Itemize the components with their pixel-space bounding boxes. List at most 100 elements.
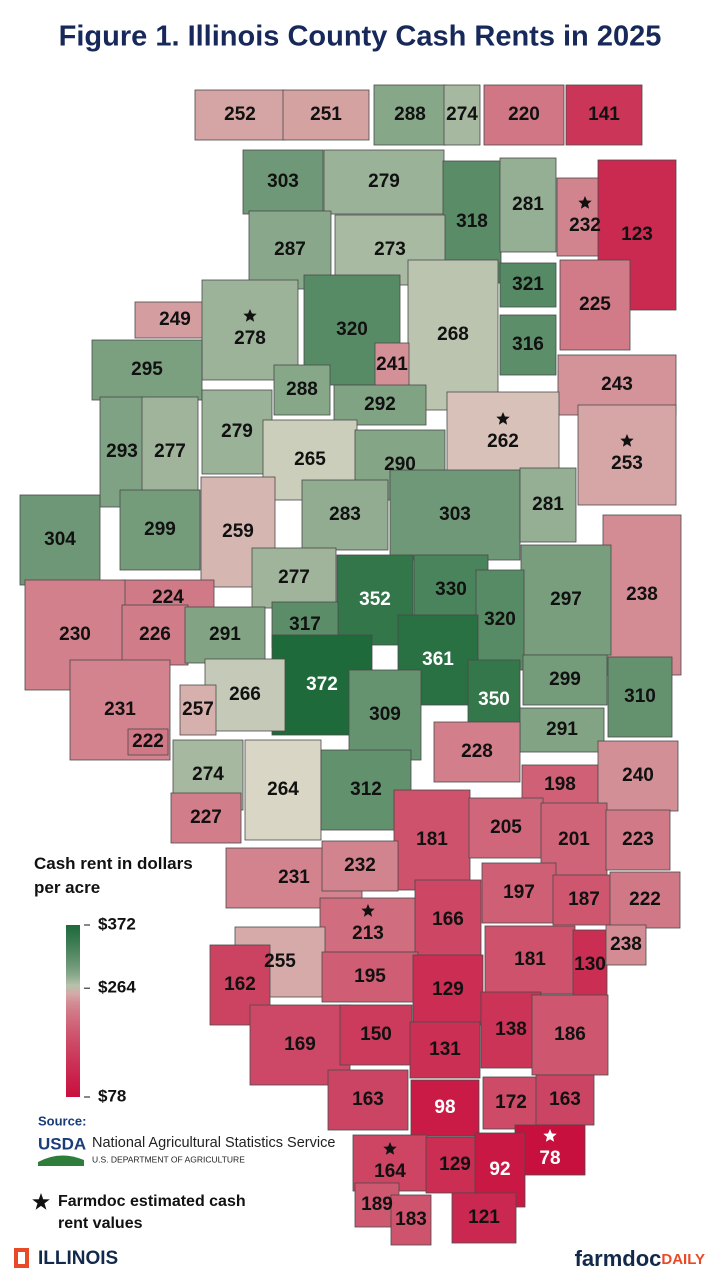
county-value: 257 — [182, 699, 214, 720]
counties — [19, 84, 682, 1246]
county-value: 281 — [532, 494, 564, 515]
county-value: 277 — [154, 441, 186, 462]
county-value: 278 — [234, 328, 266, 349]
county — [484, 925, 576, 995]
source-department: U.S. DEPARTMENT OF AGRICULTURE — [92, 1154, 245, 1164]
county — [522, 654, 608, 706]
county — [323, 149, 445, 215]
title: Figure 1. Illinois County Cash Rents in … — [59, 21, 662, 53]
county — [409, 1021, 481, 1079]
county-value: 291 — [209, 624, 241, 645]
county-value: 317 — [289, 614, 321, 635]
county-value: 253 — [611, 453, 643, 474]
county — [119, 489, 201, 571]
county — [481, 862, 557, 924]
estimate-star — [243, 309, 257, 322]
county — [602, 514, 682, 676]
county-value: 283 — [329, 504, 361, 525]
county-value: 129 — [432, 979, 464, 1000]
county-value: 78 — [539, 1148, 560, 1169]
county-value: 129 — [439, 1154, 471, 1175]
county-value: 223 — [622, 829, 654, 850]
county — [374, 342, 410, 388]
county-value: 265 — [294, 449, 326, 470]
county-value: 172 — [495, 1092, 527, 1113]
county — [99, 396, 145, 508]
county — [194, 89, 286, 141]
county-value: 195 — [354, 966, 386, 987]
county — [121, 604, 189, 666]
county-value: 290 — [384, 454, 416, 475]
county-value: 240 — [622, 765, 654, 786]
county-value: 121 — [468, 1207, 500, 1228]
county — [451, 1192, 517, 1244]
county-value: 187 — [568, 889, 600, 910]
footer-left: ILLINOIS — [38, 1248, 118, 1269]
county-value: 320 — [336, 319, 368, 340]
county-value: 98 — [434, 1097, 455, 1118]
county — [327, 1069, 409, 1131]
county-value: 162 — [224, 974, 256, 995]
county-value: 222 — [132, 731, 164, 752]
county-value: 228 — [461, 741, 493, 762]
county — [597, 740, 679, 812]
county — [559, 259, 631, 351]
county-value: 303 — [267, 171, 299, 192]
county-value: 318 — [456, 211, 488, 232]
county — [499, 157, 557, 253]
county-value: 310 — [624, 686, 656, 707]
county-value: 205 — [490, 817, 522, 838]
estimate-star — [496, 412, 510, 425]
county-value: 299 — [549, 669, 581, 690]
county — [412, 954, 484, 1026]
county — [519, 707, 605, 753]
illinois-logo-inner — [18, 1252, 25, 1264]
county — [127, 728, 169, 756]
county-value: 288 — [394, 104, 426, 125]
county — [373, 84, 447, 146]
county-value: 232 — [569, 215, 601, 236]
county — [321, 951, 419, 1003]
county-value: 279 — [368, 171, 400, 192]
footnote-star — [32, 1193, 50, 1210]
county — [333, 384, 427, 426]
county-value: 352 — [359, 589, 391, 610]
county — [482, 1076, 540, 1130]
legend-label: $372 — [98, 914, 136, 933]
county-value: 292 — [364, 394, 396, 415]
county-value: 92 — [489, 1159, 510, 1180]
county-labels: 252 251 288 274 220 141 303 279 318 281 232 123 287 2… — [44, 104, 661, 1230]
county-value: 252 — [224, 104, 256, 125]
county — [282, 89, 370, 141]
county-value: 183 — [395, 1209, 427, 1230]
county-value: 189 — [361, 1194, 393, 1215]
county-value: 241 — [376, 354, 408, 375]
county-value: 169 — [284, 1034, 316, 1055]
county — [433, 721, 521, 783]
county — [393, 789, 471, 891]
usda-logo: USDA — [38, 1134, 86, 1153]
county — [572, 929, 608, 1001]
county — [319, 897, 417, 953]
county-value: 350 — [478, 689, 510, 710]
county-value: 181 — [416, 829, 448, 850]
county-value: 164 — [374, 1161, 406, 1182]
county-value: 295 — [131, 359, 163, 380]
legend-title: Cash rent in dollars per acre — [34, 854, 193, 897]
county — [565, 84, 643, 146]
county — [410, 1079, 480, 1137]
county-value: 198 — [544, 774, 576, 795]
county — [552, 874, 616, 926]
county-value: 181 — [514, 949, 546, 970]
county-value: 186 — [554, 1024, 586, 1045]
county — [607, 656, 673, 738]
legend-label: $264 — [98, 978, 136, 997]
county — [339, 1004, 413, 1066]
county-value: 238 — [610, 934, 642, 955]
county — [609, 871, 681, 929]
county — [390, 1194, 432, 1246]
source-heading: Source: — [38, 1113, 86, 1128]
footer-accent: DAILY — [661, 1251, 705, 1268]
county — [201, 279, 299, 381]
